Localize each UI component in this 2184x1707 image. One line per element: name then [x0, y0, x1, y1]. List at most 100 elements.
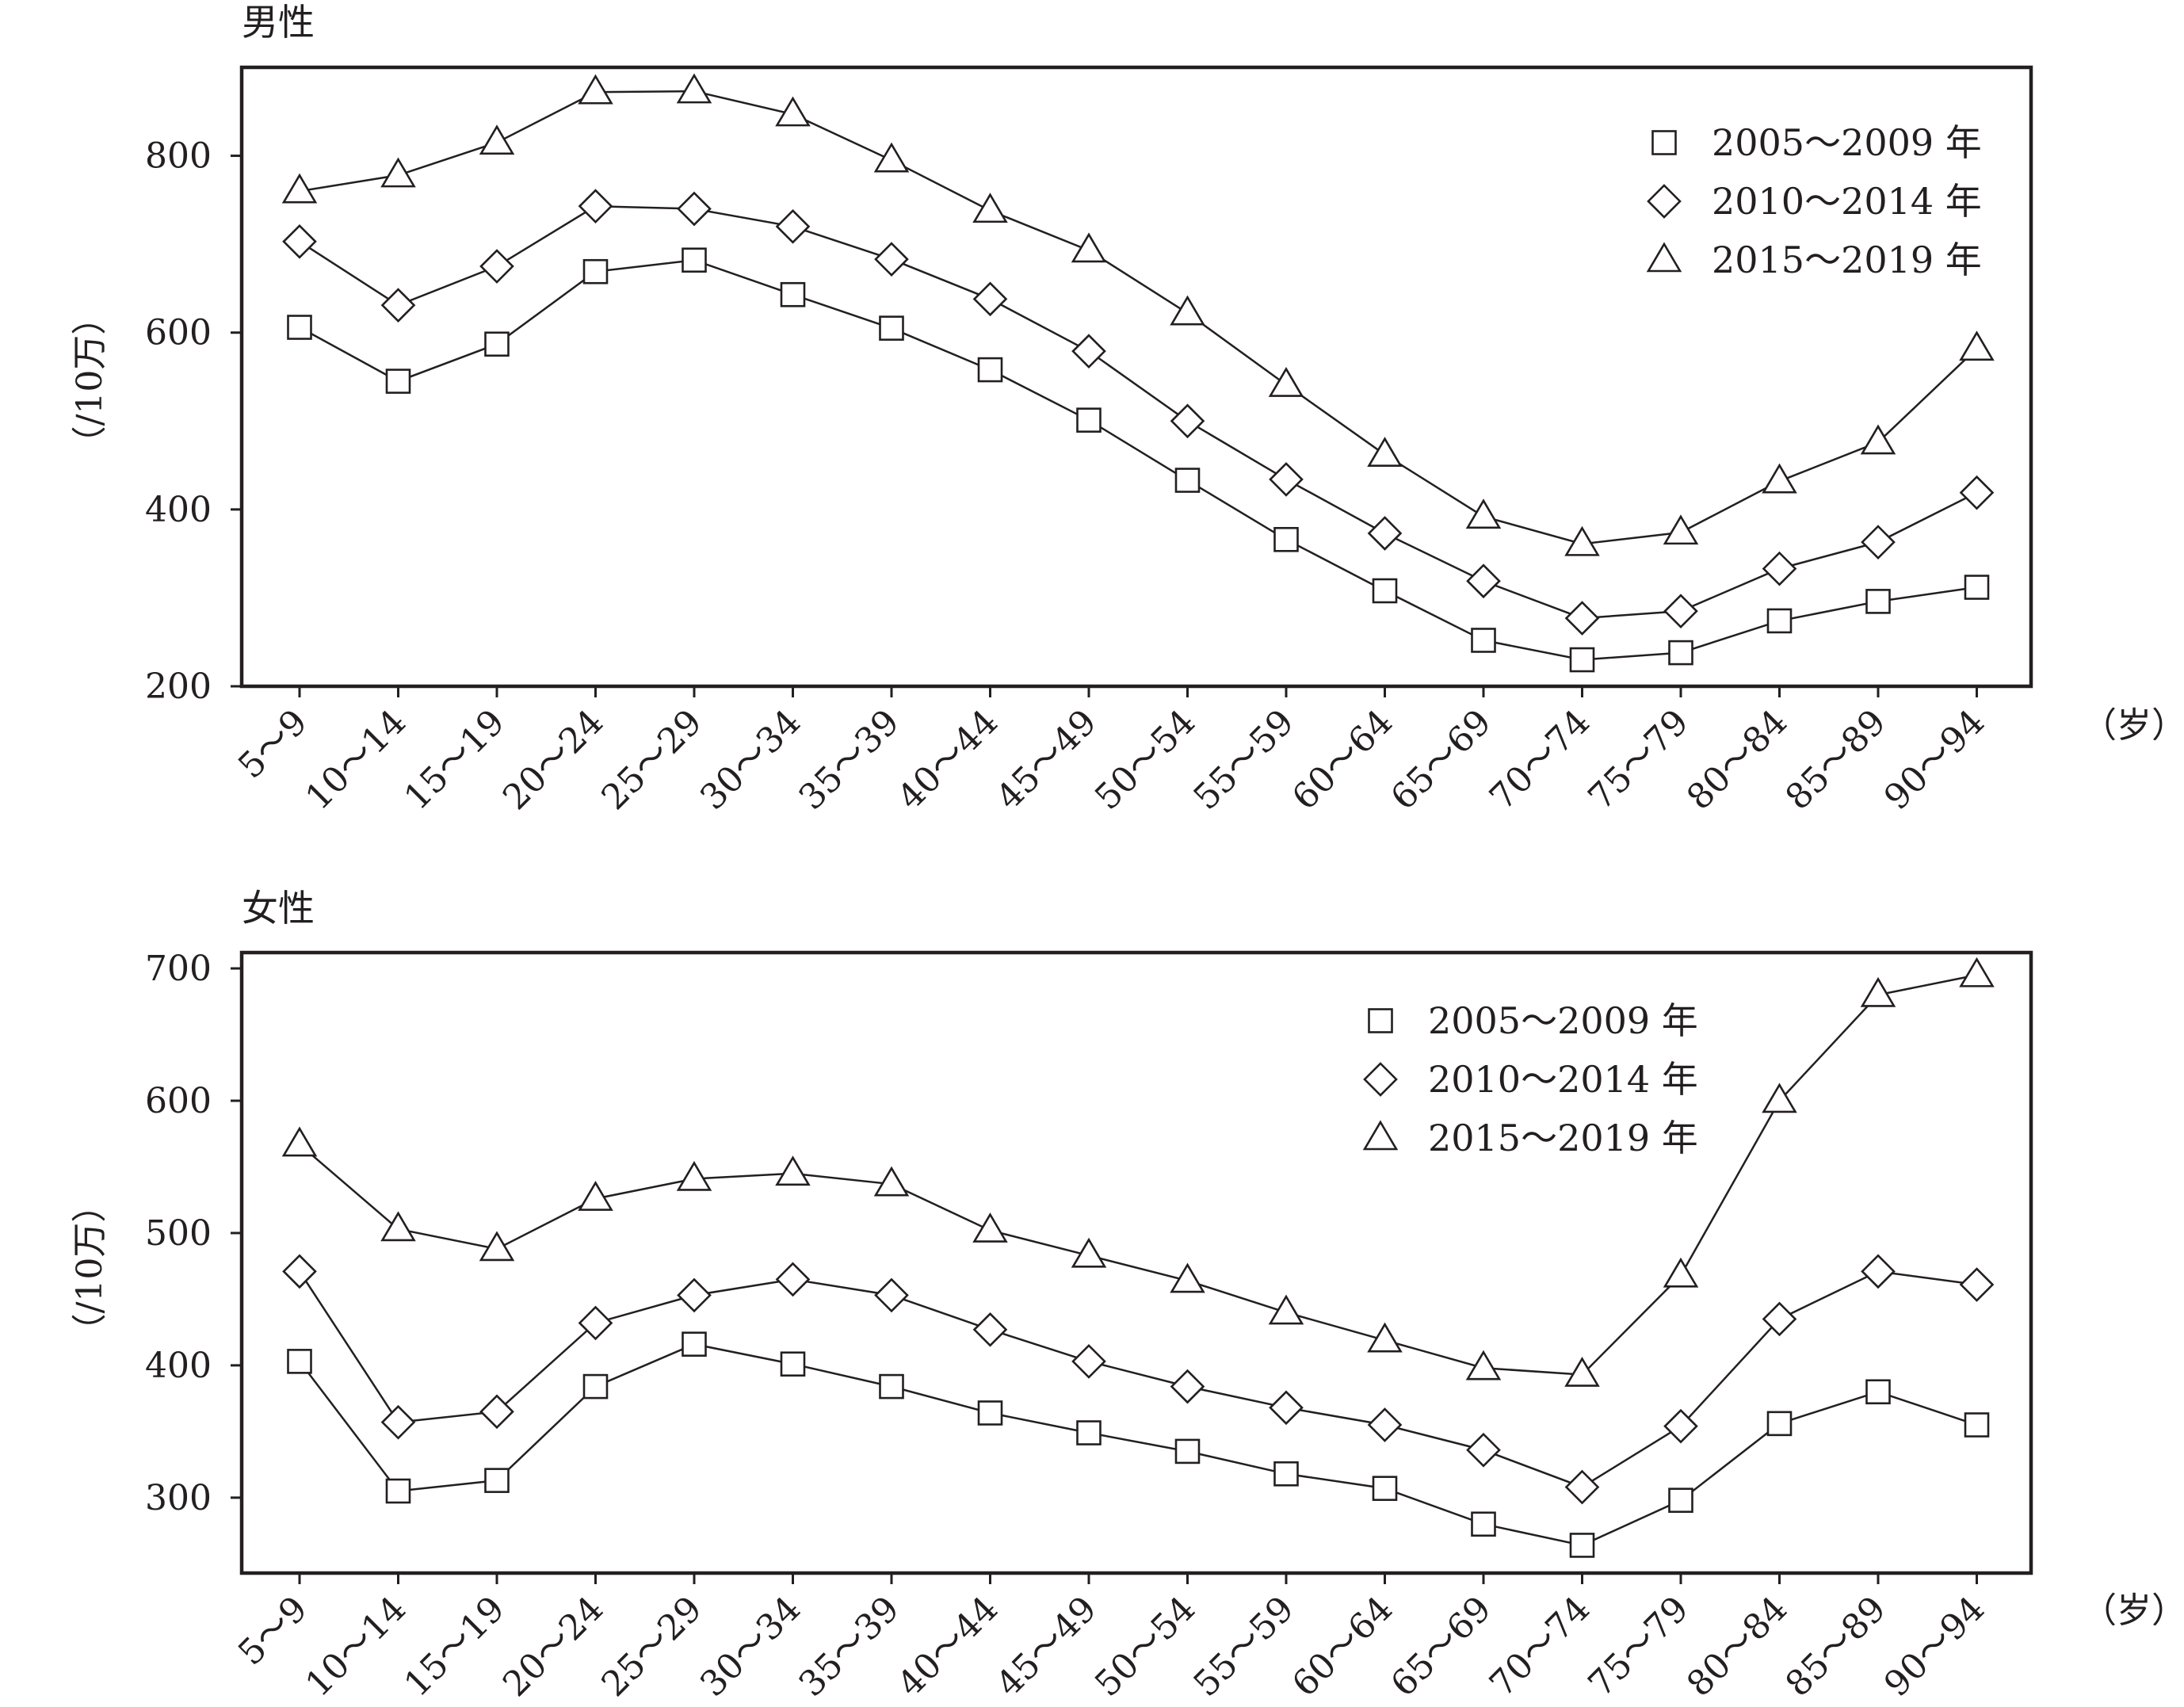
data-point	[282, 1254, 317, 1289]
data-point	[380, 1404, 416, 1440]
data-point	[1174, 1438, 1201, 1465]
series-diamond	[282, 189, 1995, 636]
series-line	[299, 90, 1978, 545]
x-axis-unit: （岁）	[2082, 1591, 2184, 1631]
data-point	[578, 1180, 613, 1211]
data-point	[1269, 1390, 1304, 1426]
series-triangle	[281, 73, 1995, 556]
x-tick-label: 10～14	[298, 1589, 414, 1705]
data-point	[1076, 1420, 1102, 1445]
series-line	[299, 258, 1977, 661]
data-point	[977, 1400, 1003, 1426]
data-point	[380, 1211, 416, 1242]
x-tick-label: 70～74	[1482, 1589, 1598, 1705]
x-tick-label: 40～44	[890, 702, 1006, 818]
series-square	[287, 1331, 1990, 1558]
x-tick-label: 5～9	[231, 1589, 315, 1674]
legend-label: 2005～2009 年	[1712, 121, 1982, 164]
series-square	[287, 247, 1990, 673]
data-point	[479, 1231, 515, 1262]
data-point	[1367, 1322, 1403, 1353]
x-axis-unit: （岁）	[2082, 705, 2184, 746]
data-point	[1959, 1267, 1995, 1302]
data-point	[484, 331, 510, 357]
data-point	[1269, 462, 1304, 497]
x-tick-label: 15～19	[396, 1589, 512, 1705]
data-point	[879, 1373, 904, 1400]
series-line	[298, 1270, 1977, 1488]
x-tick-label: 70～74	[1482, 702, 1598, 818]
x-tick-label: 45～49	[988, 1589, 1104, 1705]
data-point	[1564, 525, 1600, 556]
data-point	[780, 281, 806, 307]
x-tick-label: 85～89	[1777, 702, 1893, 818]
data-point	[1466, 563, 1501, 599]
legend-marker-diamond	[1647, 184, 1682, 219]
data-point	[1372, 578, 1398, 604]
legend: 2005～2009 年 2010～2014 年 2015～2019 年	[1362, 999, 1698, 1159]
data-point	[1273, 526, 1299, 552]
data-point	[1865, 1379, 1891, 1405]
data-point	[1964, 575, 1990, 600]
data-point	[582, 258, 609, 284]
data-point	[775, 96, 811, 127]
data-point	[1964, 1412, 1990, 1438]
data-point	[1663, 594, 1698, 629]
x-tick-label: 15～19	[396, 702, 512, 818]
data-point	[1466, 1432, 1501, 1468]
data-point	[1170, 295, 1205, 326]
x-tick-label: 65～69	[1383, 1589, 1499, 1705]
data-point	[780, 1351, 806, 1377]
x-tick-label: 5～9	[231, 702, 315, 787]
series-diamond	[282, 1254, 1995, 1505]
plot-frame	[239, 950, 2033, 1575]
data-point	[972, 193, 1008, 223]
data-point	[1564, 601, 1600, 636]
data-point	[1861, 525, 1896, 559]
data-point	[1367, 1407, 1403, 1442]
data-point	[578, 1305, 613, 1341]
data-point	[1762, 1301, 1797, 1337]
data-point	[1860, 976, 1896, 1007]
data-point	[1668, 640, 1693, 666]
data-point	[1959, 330, 1995, 361]
legend-marker-square	[1651, 130, 1677, 155]
x-tick-label: 20～24	[495, 702, 611, 818]
data-point	[1268, 366, 1304, 397]
data-point	[682, 1331, 707, 1357]
data-point	[972, 1312, 1008, 1347]
x-tick-label: 45～49	[988, 702, 1104, 818]
x-tick-label: 65～69	[1383, 702, 1499, 818]
x-tick-label: 25～29	[594, 702, 709, 818]
data-point	[1959, 957, 1995, 987]
data-point	[1273, 1461, 1299, 1487]
data-point	[1076, 407, 1102, 433]
data-point	[1170, 1369, 1205, 1404]
data-point	[1268, 1294, 1304, 1325]
y-tick-label: 400	[145, 1346, 212, 1386]
legend-label: 2010～2014 年	[1428, 1058, 1698, 1101]
data-point	[1766, 608, 1793, 634]
series-line	[299, 204, 1978, 620]
data-point	[874, 242, 909, 277]
data-point	[1663, 1257, 1699, 1288]
y-tick-label: 600	[145, 313, 212, 353]
legend-label: 2005～2009 年	[1428, 999, 1698, 1042]
data-point	[1071, 1344, 1106, 1379]
data-point	[873, 142, 910, 173]
x-tick-label: 85～89	[1777, 1589, 1893, 1705]
data-point	[1071, 232, 1107, 263]
data-point	[1766, 1411, 1793, 1437]
x-tick-label: 50～54	[1087, 1589, 1203, 1705]
data-point	[578, 74, 613, 105]
data-point	[1367, 516, 1403, 551]
data-point	[1860, 424, 1896, 455]
data-point	[380, 288, 416, 323]
data-point	[281, 1126, 318, 1157]
x-tick-label: 55～59	[1186, 702, 1301, 818]
data-point	[972, 281, 1008, 317]
legend-marker-triangle	[1362, 1120, 1399, 1151]
data-point	[775, 208, 811, 244]
x-tick-label: 35～39	[791, 702, 907, 818]
data-point	[1564, 1357, 1600, 1387]
